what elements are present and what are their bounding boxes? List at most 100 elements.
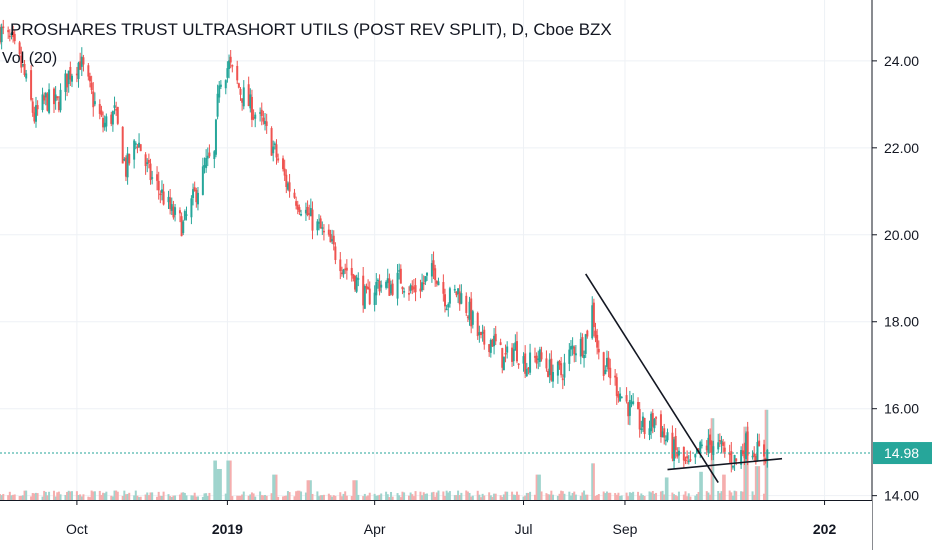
candle-body bbox=[720, 440, 723, 445]
candle-body bbox=[322, 230, 325, 233]
candle-body bbox=[540, 352, 543, 360]
volume-bar bbox=[48, 491, 51, 500]
volume-bar bbox=[476, 490, 479, 500]
volume-bar bbox=[558, 493, 561, 500]
volume-bar bbox=[419, 491, 422, 500]
candle-body bbox=[465, 295, 468, 313]
candle-body bbox=[687, 460, 690, 463]
candle-body bbox=[259, 112, 262, 114]
volume-bar bbox=[339, 492, 342, 500]
candle-body bbox=[229, 56, 232, 63]
candle-body bbox=[661, 431, 664, 438]
candle-body bbox=[491, 339, 494, 347]
candle-body bbox=[352, 274, 355, 279]
candle-body bbox=[18, 42, 21, 55]
candle-body bbox=[375, 281, 378, 296]
volume-bar bbox=[563, 493, 566, 500]
volume-bar bbox=[483, 495, 486, 500]
grid bbox=[0, 0, 872, 500]
trendline-1[interactable] bbox=[585, 273, 719, 484]
volume-bar bbox=[499, 495, 502, 500]
volume-bar bbox=[540, 491, 543, 500]
candle-body bbox=[390, 284, 393, 294]
candle-body bbox=[133, 140, 136, 160]
candle-body bbox=[489, 339, 492, 353]
volume-bar bbox=[763, 493, 766, 500]
volume-bar bbox=[259, 491, 262, 500]
candle-body bbox=[283, 168, 286, 176]
candle-body bbox=[265, 121, 268, 126]
volume-bar bbox=[569, 495, 572, 500]
volume-bar bbox=[88, 497, 91, 500]
volume-bar bbox=[489, 495, 492, 500]
candle-body bbox=[695, 448, 698, 453]
volume-bar bbox=[375, 495, 378, 500]
volume-bar bbox=[435, 492, 438, 500]
volume-bar bbox=[13, 494, 16, 500]
candle-body bbox=[88, 76, 91, 82]
candle-body bbox=[422, 282, 425, 285]
candle-body bbox=[388, 278, 391, 296]
volume-bar bbox=[596, 495, 599, 500]
volume-bar bbox=[92, 491, 95, 500]
volume-bar bbox=[396, 493, 399, 500]
candle-body bbox=[147, 159, 150, 163]
candle-body bbox=[77, 62, 80, 79]
volume-bar bbox=[265, 495, 268, 500]
volume-bar bbox=[21, 495, 24, 500]
volume-bar bbox=[493, 493, 496, 500]
volume-bar bbox=[365, 496, 368, 500]
candle-body bbox=[355, 277, 358, 292]
volume-bar bbox=[547, 494, 550, 500]
candle-body bbox=[517, 363, 520, 366]
volume-bar bbox=[640, 493, 643, 500]
candle-body bbox=[332, 235, 335, 245]
volume-bar bbox=[664, 477, 667, 500]
candle-body bbox=[412, 287, 415, 289]
candle-body bbox=[128, 154, 131, 164]
trendline-2[interactable] bbox=[667, 457, 783, 471]
volume-bar bbox=[342, 493, 345, 500]
candle-body bbox=[514, 342, 517, 351]
volume-bar bbox=[548, 494, 551, 500]
volume-bar bbox=[146, 492, 149, 500]
candle-body bbox=[205, 157, 208, 169]
volume-bar bbox=[321, 495, 324, 500]
candle-body bbox=[93, 101, 96, 105]
volume-bar bbox=[460, 492, 463, 500]
volume-bar bbox=[195, 496, 198, 500]
trendlines[interactable] bbox=[585, 273, 783, 484]
candle-body bbox=[641, 416, 644, 428]
candle-body bbox=[604, 369, 607, 375]
volume-bar bbox=[401, 491, 404, 500]
candle-body bbox=[54, 94, 57, 102]
candle-body bbox=[178, 210, 181, 214]
volume-bar bbox=[126, 493, 129, 500]
volume-bar bbox=[494, 493, 497, 500]
candle-body bbox=[105, 116, 108, 127]
volume-bar bbox=[591, 463, 594, 500]
volume-bar bbox=[308, 480, 311, 500]
volume-bar bbox=[224, 493, 227, 500]
candle-body bbox=[111, 111, 114, 125]
candle-body bbox=[735, 458, 738, 461]
volume-bar bbox=[481, 493, 484, 500]
volume-bar bbox=[46, 495, 49, 500]
candle-body bbox=[537, 358, 540, 361]
candle-body bbox=[293, 192, 296, 198]
volume-bar bbox=[457, 490, 460, 500]
volume-bar bbox=[70, 491, 73, 500]
candle-body bbox=[398, 270, 401, 272]
candle-body bbox=[619, 393, 622, 402]
candle-body bbox=[300, 214, 303, 216]
volume-bar bbox=[124, 494, 127, 500]
candle-body bbox=[329, 234, 332, 243]
candle-body bbox=[260, 109, 263, 116]
volume-bar bbox=[529, 491, 532, 500]
candle-body bbox=[12, 31, 15, 38]
volume-indicator-label[interactable]: Vol (20) bbox=[2, 50, 58, 67]
candle-body bbox=[115, 109, 118, 111]
volume-bar bbox=[368, 492, 371, 500]
